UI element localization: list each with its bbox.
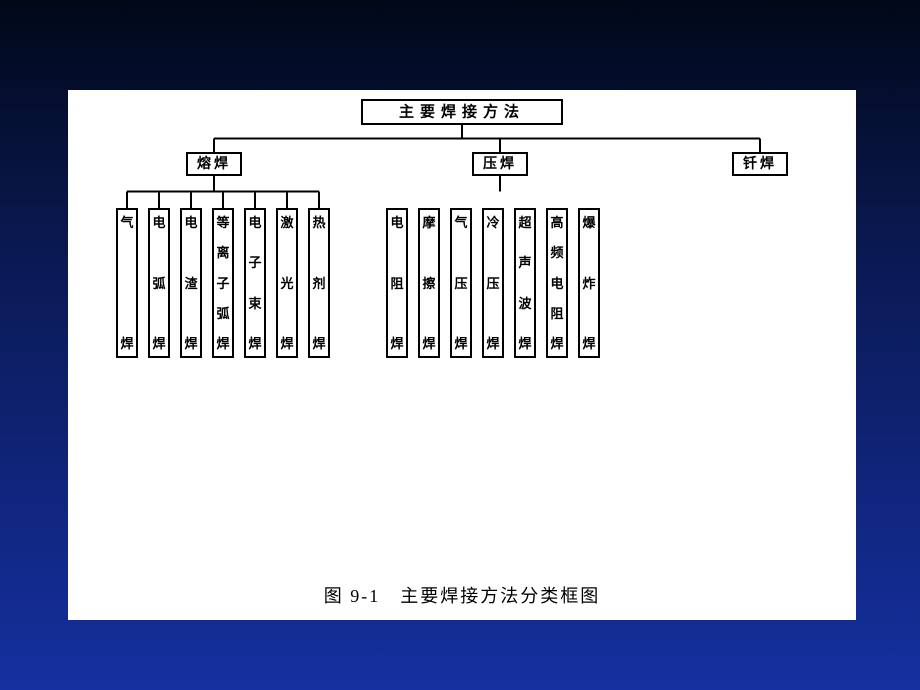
fusion-node-4: 电子束焊 [244, 208, 266, 358]
fusion-node-6: 热剂焊 [308, 208, 330, 358]
pressure-node-6: 爆炸焊 [578, 208, 600, 358]
svg-text:主要焊接方法: 主要焊接方法 [399, 102, 525, 120]
fusion-node-0: 气焊 [116, 208, 138, 358]
pressure-node-1: 摩擦焊 [418, 208, 440, 358]
svg-text:压焊: 压焊 [483, 156, 517, 172]
pressure-node-5: 高频电阻焊 [546, 208, 568, 358]
svg-text:熔焊: 熔焊 [197, 155, 231, 172]
fusion-node-3: 等离子弧焊 [212, 208, 234, 358]
figure-caption: 图 9-1 主要焊接方法分类框图 [68, 582, 856, 608]
pressure-node-0: 电阻焊 [386, 208, 408, 358]
fusion-node-5: 激光焊 [276, 208, 298, 358]
svg-text:钎焊: 钎焊 [743, 155, 777, 172]
pressure-node-3: 冷压焊 [482, 208, 504, 358]
fusion-node-1: 电弧焊 [148, 208, 170, 358]
diagram-paper: 主要焊接方法熔焊 压焊 钎焊 气焊电弧焊电渣焊等离子弧焊电子束焊激光焊热剂焊 电阻焊摩… [68, 90, 856, 620]
pressure-node-4: 超声波焊 [514, 208, 536, 358]
fusion-node-2: 电渣焊 [180, 208, 202, 358]
pressure-node-2: 气压焊 [450, 208, 472, 358]
